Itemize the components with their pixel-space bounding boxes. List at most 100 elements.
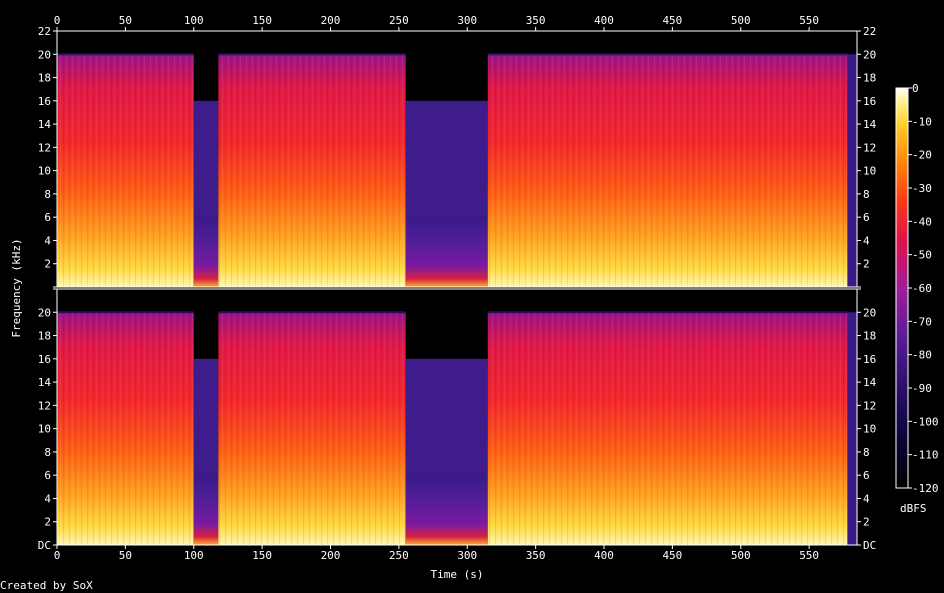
quiet-region xyxy=(847,312,857,545)
y-tick-label: 18 xyxy=(38,72,51,85)
y-tick-label: 22 xyxy=(863,25,876,38)
colorbar-tick-label: -80 xyxy=(912,349,932,362)
y-tick-label: 14 xyxy=(863,376,877,389)
x-tick-label: 350 xyxy=(526,549,546,562)
x-tick-label: 0 xyxy=(54,549,61,562)
colorbar-label: dBFS xyxy=(900,502,927,515)
x-tick-label: 50 xyxy=(119,549,132,562)
x-tick-label: 100 xyxy=(184,14,204,27)
colorbar-tick-label: -100 xyxy=(912,415,939,428)
x-axis-label: Time (s) xyxy=(431,568,484,581)
x-tick-label: 300 xyxy=(457,14,477,27)
colorbar-tick-label: -120 xyxy=(912,482,939,495)
bandwidth-edge xyxy=(487,311,848,314)
y-tick-label: 18 xyxy=(863,72,876,85)
y-tick-label: 12 xyxy=(38,141,51,154)
y-tick-label: 2 xyxy=(863,516,870,529)
y-tick-label: 14 xyxy=(863,118,877,131)
y-tick-label: 14 xyxy=(38,376,52,389)
x-tick-label: 150 xyxy=(252,14,272,27)
y-tick-label: 20 xyxy=(863,48,876,61)
spectrum-texture xyxy=(57,312,194,545)
colorbar-frame xyxy=(895,87,909,489)
colorbar-tick-label: -110 xyxy=(912,449,939,462)
quiet-region-lowband xyxy=(193,475,219,545)
y-tick-label: 16 xyxy=(863,353,876,366)
x-tick-label: 250 xyxy=(389,549,409,562)
spectrum-texture xyxy=(57,54,194,287)
y-tick-label: 12 xyxy=(38,399,51,412)
y-axis-label: Frequency (kHz) xyxy=(10,238,23,337)
x-tick-label: 450 xyxy=(662,14,682,27)
y-tick-label: 22 xyxy=(38,25,51,38)
colorbar-tick-label: -20 xyxy=(912,149,932,162)
colorbar xyxy=(896,88,908,488)
y-tick-label: 4 xyxy=(44,234,51,247)
panel-frame xyxy=(56,30,858,288)
x-tick-label: 400 xyxy=(594,14,614,27)
bandwidth-edge xyxy=(57,311,194,314)
spectrum-texture xyxy=(218,312,406,545)
x-tick-label: 550 xyxy=(799,14,819,27)
x-tick-label: 200 xyxy=(321,549,341,562)
bandwidth-edge xyxy=(57,53,194,56)
y-tick-label: 10 xyxy=(863,165,876,178)
y-tick-label: 20 xyxy=(38,48,51,61)
spectrogram-panel-1 xyxy=(56,30,858,288)
y-tick-label: 16 xyxy=(38,353,51,366)
x-tick-label: 100 xyxy=(184,549,204,562)
spectrum-texture xyxy=(487,54,848,287)
footer-credit: Created by SoX xyxy=(0,579,93,592)
y-tick-label: 18 xyxy=(863,330,876,343)
y-tick-label: 8 xyxy=(44,188,51,201)
x-tick-label: 0 xyxy=(54,14,61,27)
spectrum-texture xyxy=(218,54,406,287)
y-tick-label: 6 xyxy=(44,211,51,224)
y-tick-label: 6 xyxy=(863,469,870,482)
colorbar-tick-label: -40 xyxy=(912,215,932,228)
y-tick-label: 8 xyxy=(863,446,870,459)
colorbar-tick-label: -50 xyxy=(912,249,932,262)
y-tick-label: 2 xyxy=(44,516,51,529)
y-tick-label: 6 xyxy=(44,469,51,482)
x-tick-label: 400 xyxy=(594,549,614,562)
y-tick-label: DC xyxy=(38,539,51,552)
y-tick-label: 2 xyxy=(863,258,870,271)
bandwidth-edge xyxy=(218,311,406,314)
x-tick-label: 450 xyxy=(662,549,682,562)
y-tick-label: 6 xyxy=(863,211,870,224)
spectrum-texture xyxy=(487,312,848,545)
bandwidth-edge xyxy=(218,53,406,56)
y-tick-label: 4 xyxy=(863,234,870,247)
colorbar-tick-label: 0 xyxy=(912,82,919,95)
spectrogram-panel-2 xyxy=(56,288,858,546)
y-tick-label: 12 xyxy=(863,399,876,412)
quiet-region xyxy=(847,54,857,287)
y-tick-label: 14 xyxy=(38,118,52,131)
x-tick-label: 150 xyxy=(252,549,272,562)
x-tick-label: 500 xyxy=(731,14,751,27)
y-tick-label: 16 xyxy=(38,95,51,108)
colorbar-tick-label: -30 xyxy=(912,182,932,195)
colorbar-tick-label: -60 xyxy=(912,282,932,295)
quiet-region-lowband xyxy=(193,217,219,287)
y-tick-label: 10 xyxy=(38,165,51,178)
x-tick-label: 550 xyxy=(799,549,819,562)
y-tick-label: 18 xyxy=(38,330,51,343)
y-tick-label: 10 xyxy=(863,423,876,436)
x-tick-label: 50 xyxy=(119,14,132,27)
quiet-region-lowband xyxy=(405,475,488,545)
y-tick-label: 16 xyxy=(863,95,876,108)
y-tick-label: 2 xyxy=(44,258,51,271)
panel-frame xyxy=(56,288,858,546)
y-tick-label: 8 xyxy=(44,446,51,459)
x-tick-label: 250 xyxy=(389,14,409,27)
colorbar-tick-label: -70 xyxy=(912,315,932,328)
x-tick-label: 200 xyxy=(321,14,341,27)
bandwidth-edge xyxy=(487,53,848,56)
y-tick-label: 8 xyxy=(863,188,870,201)
y-tick-label: DC xyxy=(863,539,876,552)
y-tick-label: 12 xyxy=(863,141,876,154)
y-tick-label: 10 xyxy=(38,423,51,436)
